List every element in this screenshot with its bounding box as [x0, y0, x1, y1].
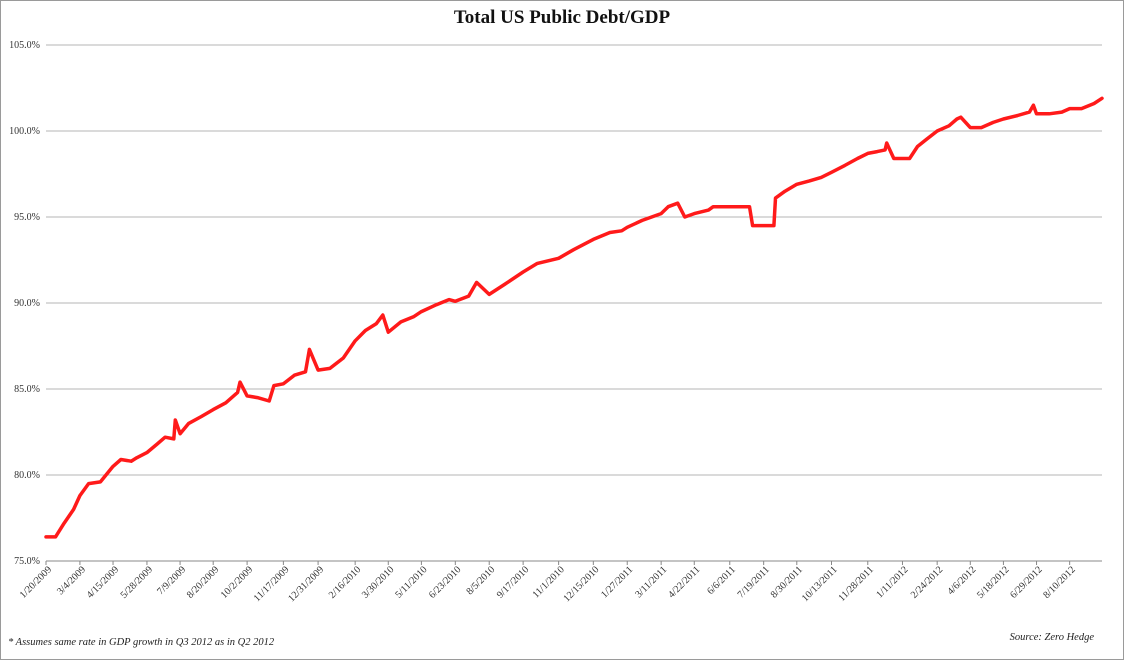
x-tick-label: 9/17/2010 — [495, 564, 531, 600]
y-tick-label: 95.0% — [14, 212, 40, 223]
x-tick-label: 8/5/2010 — [464, 564, 497, 597]
x-tick-label: 1/27/2011 — [599, 564, 635, 600]
x-tick-label: 11/17/2009 — [252, 564, 292, 604]
x-tick-label: 3/30/2010 — [360, 564, 396, 600]
x-tick-label: 10/13/2011 — [800, 564, 840, 604]
x-tick-label: 7/9/2009 — [155, 564, 188, 597]
x-tick-label: 4/6/2012 — [945, 564, 978, 597]
x-tick-label: 8/30/2011 — [769, 564, 805, 600]
x-tick-label: 5/28/2009 — [119, 564, 155, 600]
y-tick-label: 80.0% — [14, 470, 40, 481]
y-axis-ticks: 75.0% 80.0% 85.0% 90.0% 95.0% 100.0% 105.0% — [9, 40, 40, 567]
y-tick-label: 85.0% — [14, 384, 40, 395]
x-tick-label: 3/4/2009 — [55, 564, 88, 597]
y-tick-label: 75.0% — [14, 556, 40, 567]
x-tick-label: 6/23/2010 — [427, 564, 463, 600]
y-tick-label: 90.0% — [14, 298, 40, 309]
x-tick-label: 12/31/2009 — [286, 564, 326, 604]
x-tick-label: 2/24/2012 — [909, 564, 945, 600]
x-tick-label: 2/16/2010 — [327, 564, 363, 600]
chart-title: Total US Public Debt/GDP — [453, 7, 671, 28]
footnote: * Assumes same rate in GDP growth in Q3 … — [8, 637, 275, 648]
x-tick-label: 3/11/2011 — [633, 564, 669, 600]
x-tick-label: 8/10/2012 — [1041, 564, 1077, 600]
x-tick-label: 5/18/2012 — [975, 564, 1011, 600]
source-credit: Source: Zero Hedge — [1009, 632, 1094, 643]
x-tick-label: 5/11/2010 — [393, 564, 429, 600]
series-group — [44, 96, 1104, 539]
x-tick-label: 6/6/2011 — [705, 564, 738, 597]
y-tick-label: 100.0% — [9, 126, 40, 137]
x-tick-label: 1/20/2009 — [18, 564, 54, 600]
x-tick-label: 10/2/2009 — [219, 564, 255, 600]
x-tick-label: 7/19/2011 — [736, 564, 772, 600]
x-tick-label: 4/15/2009 — [85, 564, 121, 600]
x-tick-label: 11/28/2011 — [836, 564, 875, 603]
x-tick-label: 8/20/2009 — [185, 564, 221, 600]
series-line — [44, 96, 1104, 539]
gridlines — [46, 44, 1102, 562]
x-tick-label: 6/29/2012 — [1008, 564, 1044, 600]
x-tick-label: 4/22/2011 — [666, 564, 702, 600]
x-tick-label: 1/11/2012 — [874, 564, 910, 600]
x-tick-label: 11/1/2010 — [531, 564, 567, 600]
x-tick-label: 12/15/2010 — [561, 564, 601, 604]
y-tick-label: 105.0% — [9, 40, 40, 51]
